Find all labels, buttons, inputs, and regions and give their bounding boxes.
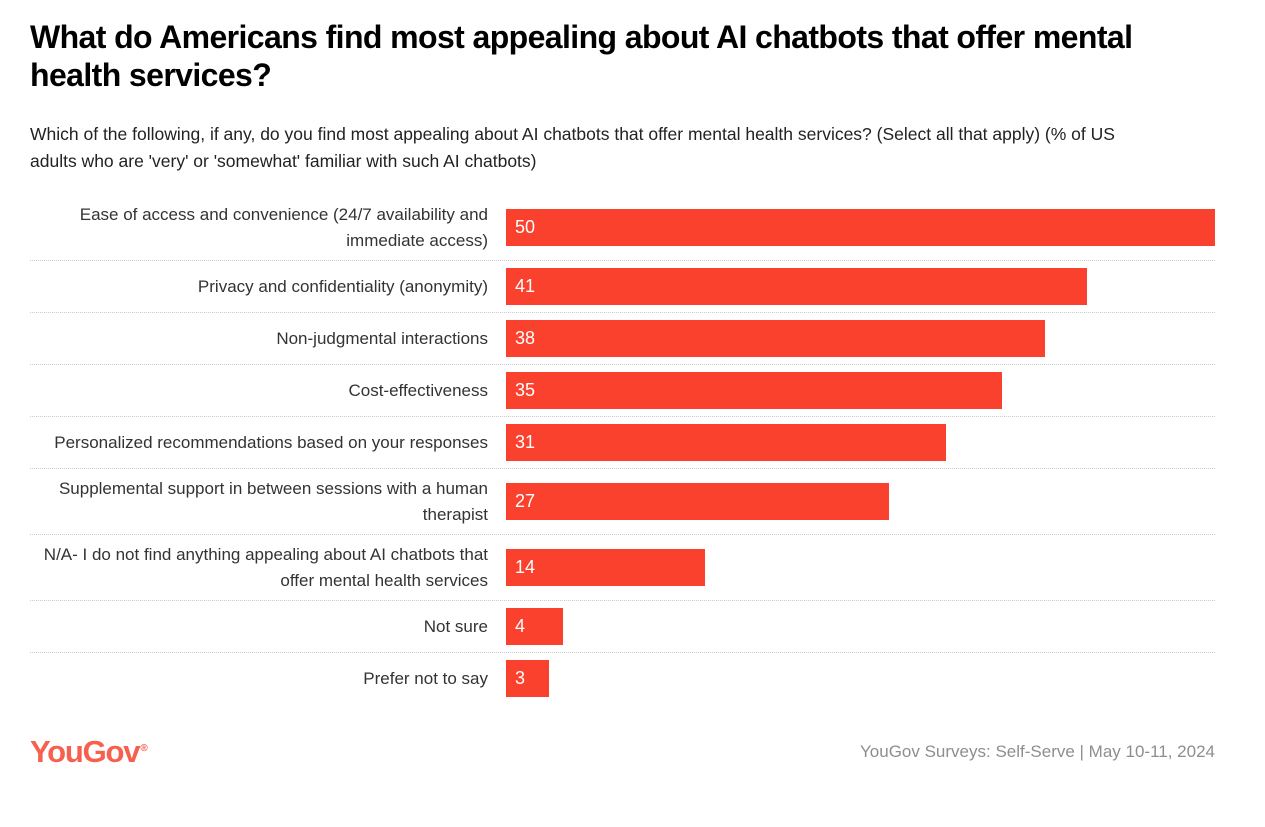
category-label: Privacy and confidentiality (anonymity) (197, 276, 488, 296)
category-label: Non-judgmental interactions (276, 328, 488, 348)
bar: 4 (506, 608, 563, 646)
chart-row: Non-judgmental interactions 38 (30, 312, 1215, 364)
bar: 14 (506, 549, 705, 587)
bar-value-label: 38 (515, 328, 536, 349)
bar: 35 (506, 372, 1003, 410)
bar-track: 38 (506, 320, 1215, 358)
bar-track: 31 (506, 424, 1215, 462)
bar-track: 4 (506, 608, 1215, 646)
registered-trademark: ® (140, 742, 148, 754)
chart-row: Prefer not to say 3 (30, 652, 1215, 704)
source-attribution: YouGov Surveys: Self-Serve | May 10-11, … (860, 741, 1215, 761)
chart-title: What do Americans find most appealing ab… (30, 19, 1133, 94)
chart-row: Ease of access and convenience (24/7 ava… (30, 195, 1215, 260)
category-label: Ease of access and convenience (24/7 ava… (79, 205, 488, 250)
bar-track: 27 (506, 483, 1215, 521)
chart-subtitle: Which of the following, if any, do you f… (30, 123, 1115, 171)
bar-value-label: 4 (515, 616, 526, 637)
category-label: Supplemental support in between sessions… (58, 479, 488, 524)
footer: YouGov® YouGov Surveys: Self-Serve | May… (30, 736, 1215, 767)
bar-value-label: 31 (515, 432, 536, 453)
chart-row: Not sure 4 (30, 600, 1215, 652)
bar: 27 (506, 483, 889, 521)
bar-track: 35 (506, 372, 1215, 410)
bar-value-label: 41 (515, 276, 536, 297)
category-label: Personalized recommendations based on yo… (54, 432, 488, 452)
category-label: N/A- I do not find anything appealing ab… (43, 545, 488, 590)
bar: 50 (506, 209, 1215, 247)
category-label: Cost-effectiveness (348, 380, 488, 400)
bar-value-label: 14 (515, 557, 536, 578)
bar-track: 3 (506, 660, 1215, 698)
bar-track: 50 (506, 209, 1215, 247)
category-label: Not sure (423, 616, 488, 636)
yougov-logo: YouGov® (30, 736, 148, 767)
chart-row: Supplemental support in between sessions… (30, 468, 1215, 534)
chart-row: N/A- I do not find anything appealing ab… (30, 534, 1215, 600)
logo-text: YouGov (30, 734, 141, 770)
bar-value-label: 50 (515, 217, 536, 238)
chart-row: Personalized recommendations based on yo… (30, 416, 1215, 468)
category-label: Prefer not to say (363, 668, 488, 688)
bar-value-label: 35 (515, 380, 536, 401)
bar-track: 41 (506, 268, 1215, 306)
bar: 3 (506, 660, 549, 698)
horizontal-bar-chart: Ease of access and convenience (24/7 ava… (30, 195, 1215, 704)
chart-row: Cost-effectiveness 35 (30, 364, 1215, 416)
bar: 31 (506, 424, 946, 462)
bar: 38 (506, 320, 1045, 358)
bar: 41 (506, 268, 1088, 306)
bar-value-label: 27 (515, 491, 536, 512)
bar-value-label: 3 (515, 668, 526, 689)
bar-track: 14 (506, 549, 1215, 587)
chart-row: Privacy and confidentiality (anonymity) 4… (30, 260, 1215, 312)
